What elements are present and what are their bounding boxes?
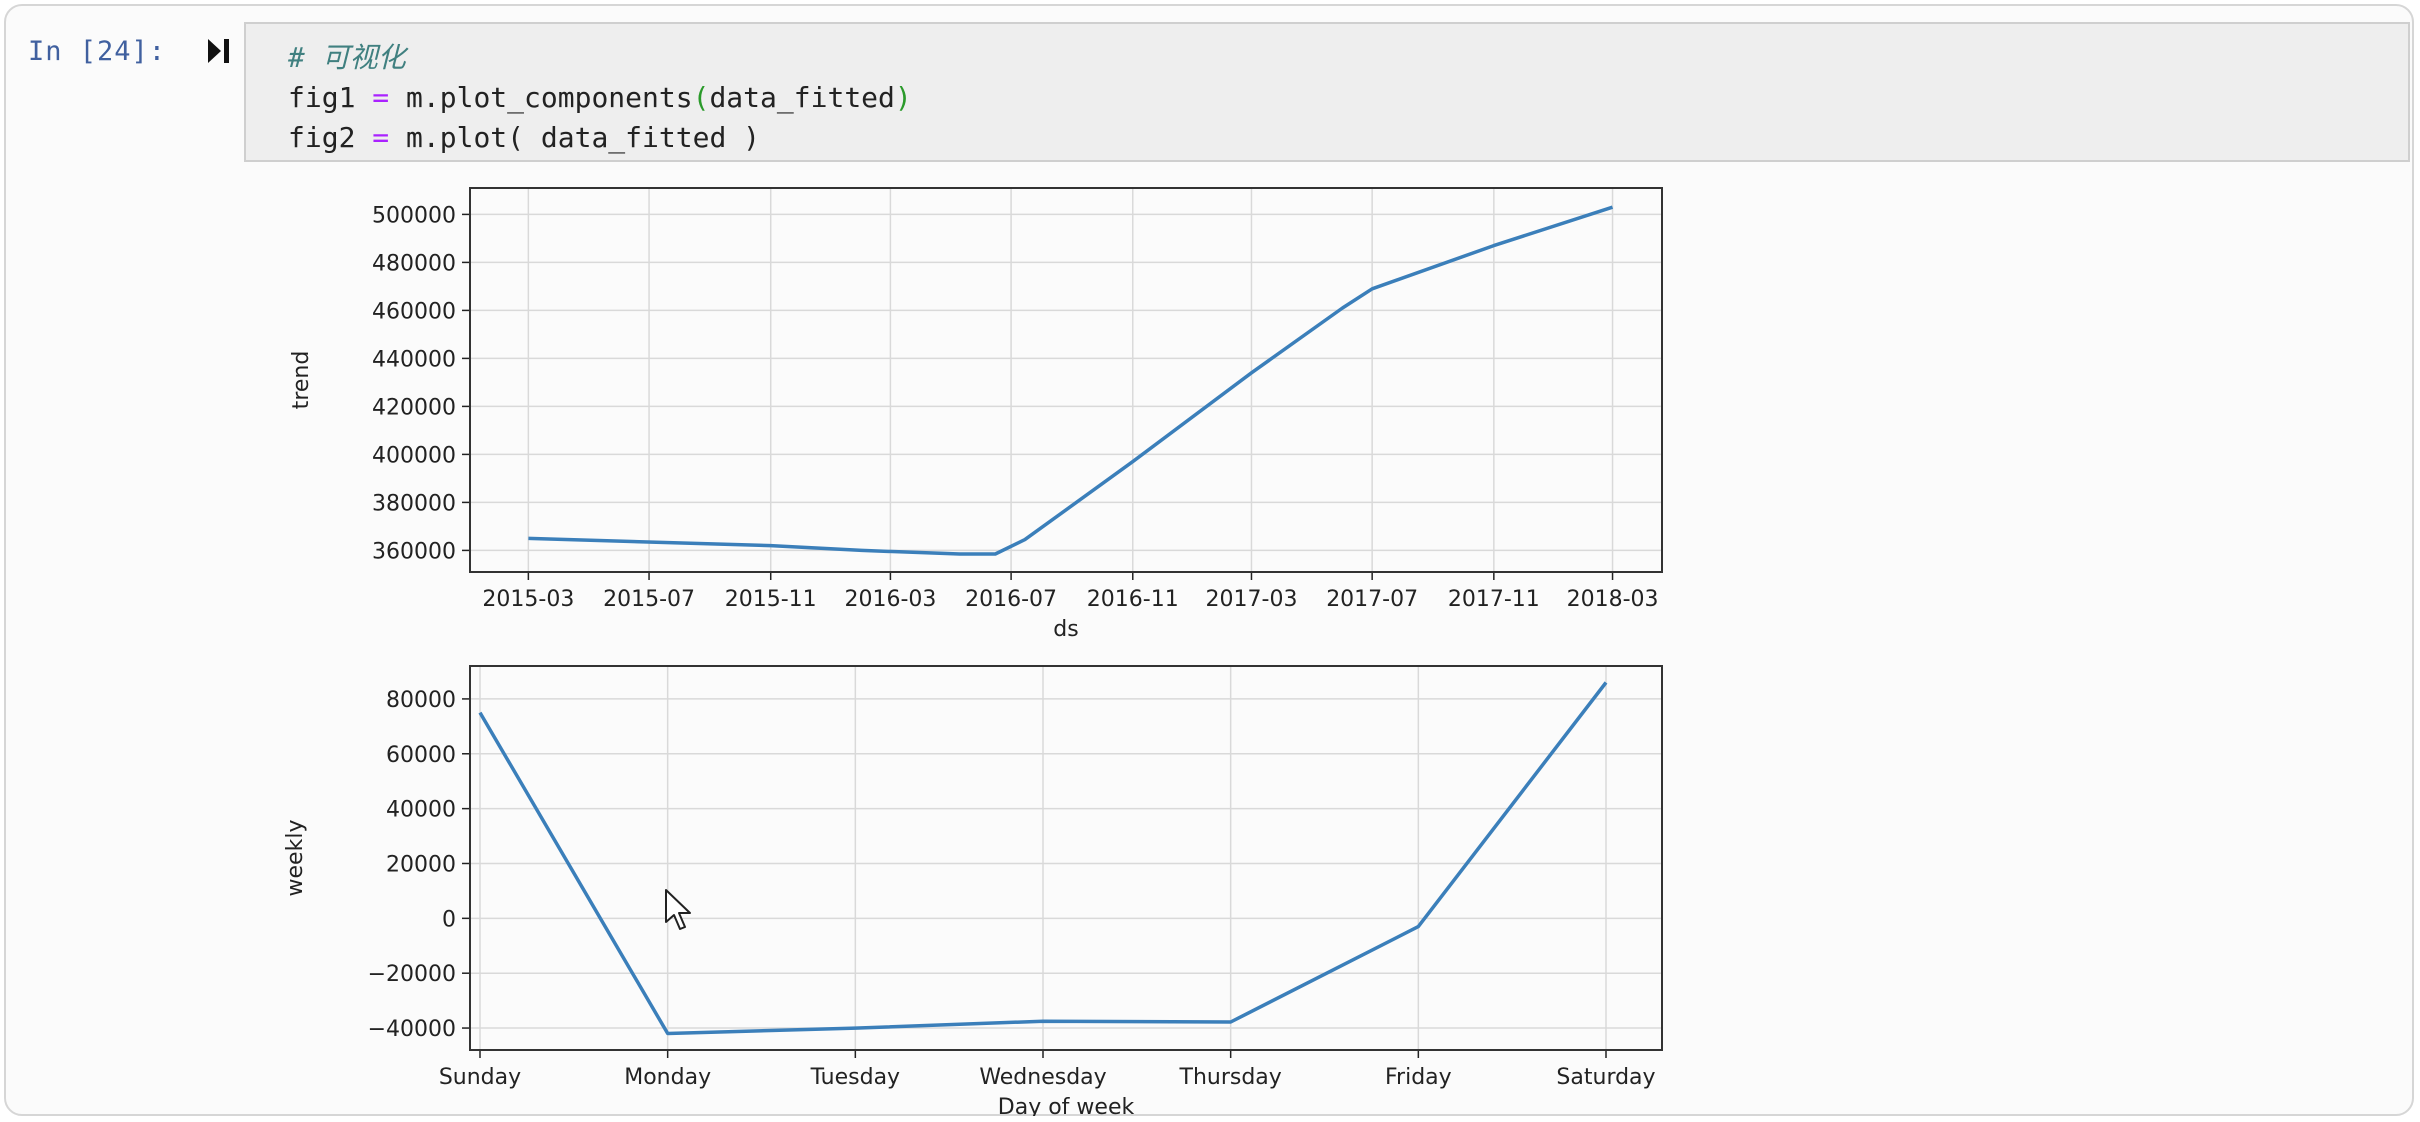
weekly-plot-frame — [469, 665, 1663, 1051]
trend-y-tick-label: 380000 — [372, 491, 456, 516]
code-line-3: fig2 = m.plot( data_fitted ) — [288, 118, 2408, 158]
trend-x-tick-label: 2016-07 — [965, 587, 1057, 612]
code-var: fig1 — [288, 81, 356, 114]
cell-prompt: In [24]: — [28, 36, 167, 67]
weekly-x-tick-label: Friday — [1385, 1065, 1452, 1090]
weekly-x-tick-label: Sunday — [439, 1065, 521, 1090]
weekly-y-tick-label: 0 — [442, 907, 456, 932]
trend-y-tick-label: 400000 — [372, 443, 456, 468]
trend-plot-frame — [469, 187, 1663, 573]
trend-x-tick-label: 2015-11 — [725, 587, 817, 612]
trend-x-tick-label: 2018-03 — [1567, 587, 1659, 612]
trend-y-axis-label: trend — [289, 351, 314, 410]
trend-x-tick-label: 2015-03 — [482, 587, 574, 612]
code-call: m.plot_components — [406, 81, 693, 114]
code-paren-open: ( — [692, 81, 710, 114]
code-paren-close: ) — [894, 81, 912, 114]
code-var: fig2 — [288, 121, 356, 154]
trend-x-tick-label: 2016-11 — [1087, 587, 1179, 612]
trend-y-tick-label: 460000 — [372, 299, 456, 324]
code-call: m.plot( data_fitted ) — [406, 121, 761, 154]
run-cell-icon[interactable] — [206, 36, 232, 66]
trend-y-tick-label: 360000 — [372, 539, 456, 564]
weekly-y-tick-label: −20000 — [368, 962, 456, 987]
trend-y-tick-label: 420000 — [372, 395, 456, 420]
trend-y-tick-label: 480000 — [372, 251, 456, 276]
code-line-1: # 可视化 — [288, 38, 2408, 78]
code-editor[interactable]: # 可视化 fig1 = m.plot_components(data_fitt… — [244, 22, 2410, 162]
weekly-y-tick-label: −40000 — [368, 1017, 456, 1042]
trend-x-tick-label: 2015-07 — [603, 587, 695, 612]
trend-series-line — [528, 205, 1614, 556]
weekly-x-tick-label: Wednesday — [979, 1065, 1106, 1090]
code-comment: # 可视化 — [288, 41, 406, 74]
weekly-x-axis-label: Day of week — [998, 1095, 1135, 1116]
weekly-y-tick-label: 20000 — [386, 852, 456, 877]
notebook-cell-frame: In [24]: # 可视化 fig1 = m.plot_components(… — [4, 4, 2414, 1116]
weekly-y-axis-label: weekly — [283, 820, 308, 897]
trend-x-axis-label: ds — [1053, 617, 1078, 642]
weekly-y-tick-label: 40000 — [386, 798, 456, 823]
mouse-cursor-icon — [665, 889, 691, 930]
trend-x-tick-label: 2017-07 — [1326, 587, 1418, 612]
weekly-x-tick-label: Thursday — [1179, 1065, 1282, 1090]
trend-x-tick-label: 2017-03 — [1206, 587, 1298, 612]
weekly-y-tick-label: 60000 — [386, 743, 456, 768]
weekly-series-line — [478, 681, 1608, 1036]
trend-y-tick-label: 500000 — [372, 203, 456, 228]
trend-x-tick-label: 2017-11 — [1448, 587, 1540, 612]
weekly-x-tick-label: Monday — [624, 1065, 711, 1090]
code-operator: = — [372, 121, 390, 154]
code-arg: data_fitted — [709, 81, 895, 114]
weekly-y-tick-label: 80000 — [386, 688, 456, 713]
trend-y-tick-label: 440000 — [372, 347, 456, 372]
cell-output-figure: 2015-03 2015-07 2015-11 2016-03 2016-07 2016-… — [283, 187, 1663, 1116]
code-operator: = — [372, 81, 390, 114]
weekly-x-tick-label: Saturday — [1556, 1065, 1655, 1090]
code-line-2: fig1 = m.plot_components(data_fitted) — [288, 78, 2408, 118]
weekly-x-tick-label: Tuesday — [810, 1065, 901, 1090]
trend-x-tick-label: 2016-03 — [844, 587, 936, 612]
